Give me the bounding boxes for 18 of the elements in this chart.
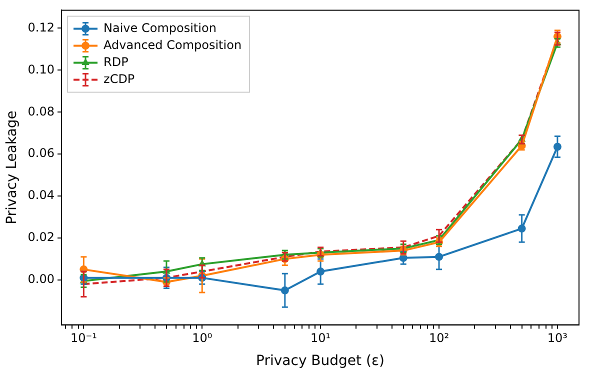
y-tick-label: 0.00: [28, 272, 55, 286]
y-axis-title: Privacy Leakage: [4, 110, 20, 224]
legend-label: zCDP: [104, 72, 135, 86]
y-tick-label: 0.12: [28, 20, 55, 34]
y-tick-label: 0.10: [28, 62, 55, 76]
x-tick-label: 10³: [547, 331, 568, 346]
x-tick-label: 10¹: [310, 331, 331, 346]
legend-label: RDP: [104, 54, 128, 69]
y-tick-label: 0.08: [28, 104, 55, 118]
legend-label: Naive Composition: [104, 20, 216, 35]
y-tick-label: 0.02: [28, 230, 55, 244]
x-tick-label: 10⁻¹: [70, 331, 98, 346]
x-tick-label: 10²: [428, 331, 450, 346]
y-tick-label: 0.06: [28, 146, 55, 160]
y-tick-label: 0.04: [28, 188, 55, 202]
x-axis-title: Privacy Budget (ε): [256, 353, 384, 370]
legend-label: Advanced Composition: [104, 38, 242, 52]
x-tick-label: 10⁰: [192, 331, 212, 346]
